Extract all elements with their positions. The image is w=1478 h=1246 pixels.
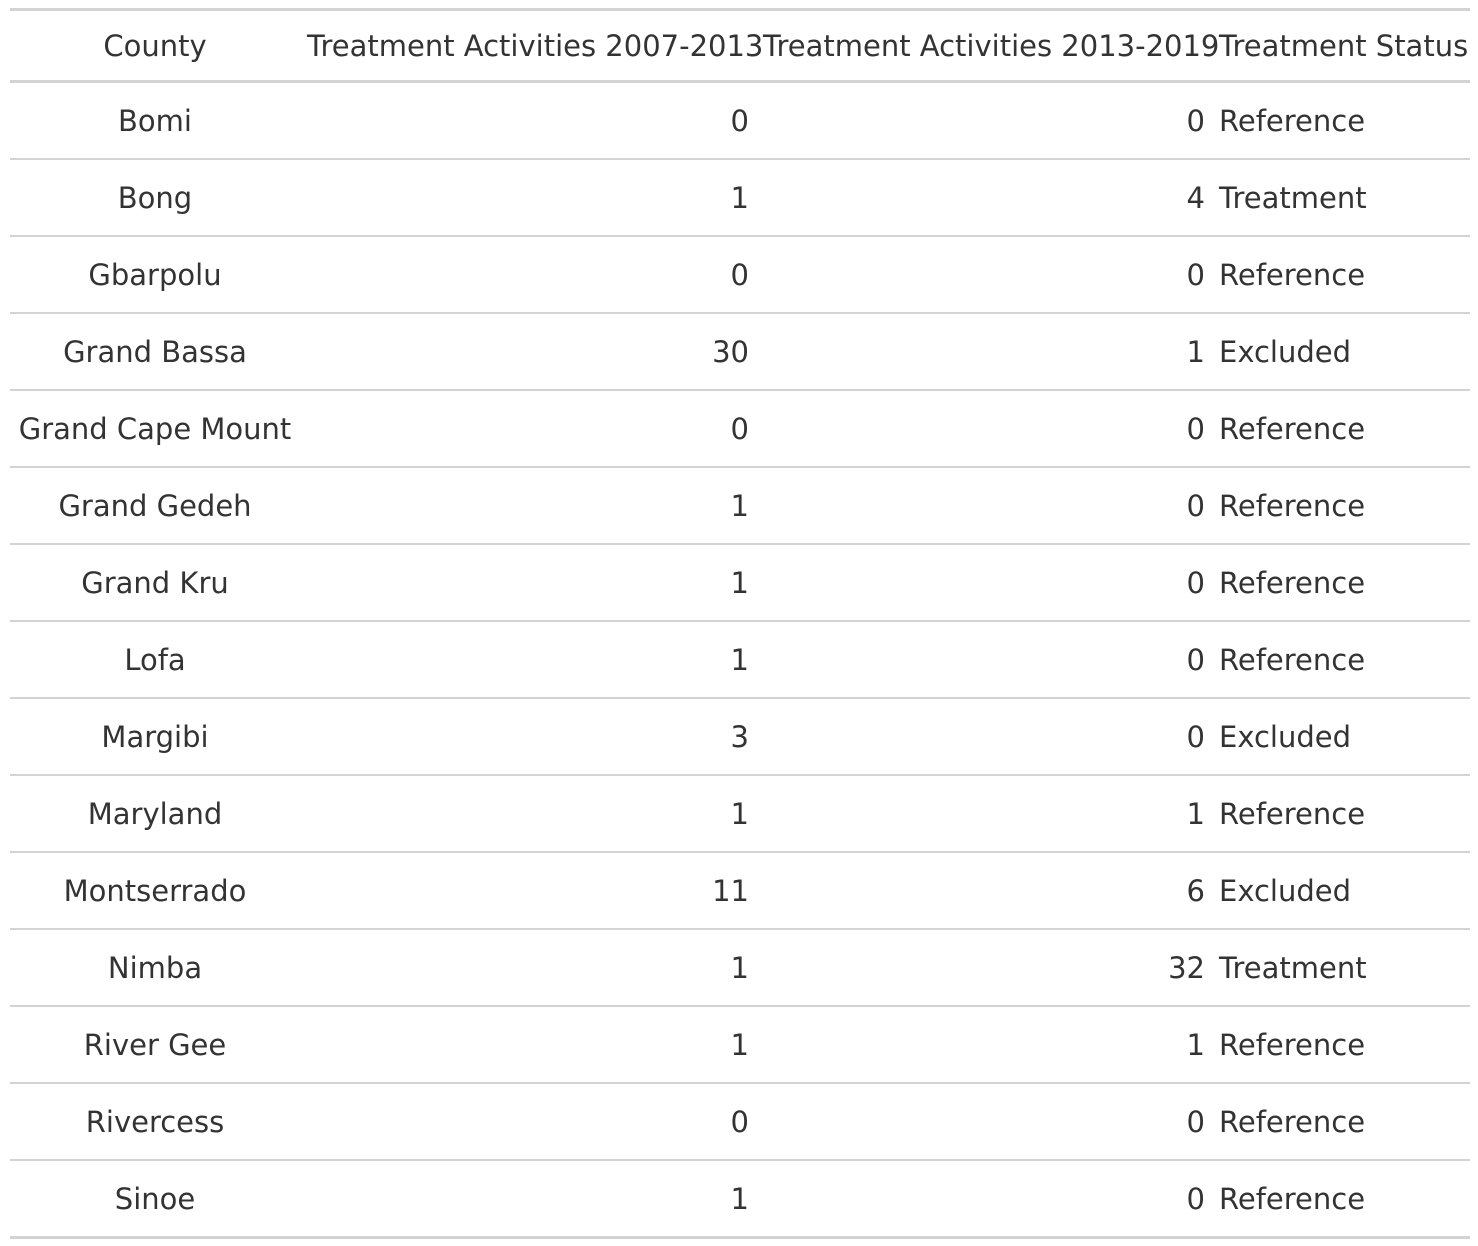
table-row: Maryland 1 1 Reference [10, 775, 1470, 853]
cell-treatment-status: Reference [1212, 621, 1470, 699]
table-row: Margibi 3 0 Excluded [10, 698, 1470, 776]
cell-activities-2013-2019: 0 [756, 698, 1212, 776]
cell-activities-2007-2013: 1 [300, 621, 756, 699]
cell-treatment-status: Excluded [1212, 313, 1470, 391]
cell-activities-2013-2019: 0 [756, 390, 1212, 468]
column-header-activities-2013-2019: Treatment Activities 2013-2019 [756, 9, 1219, 83]
cell-activities-2007-2013: 1 [300, 1006, 756, 1084]
county-treatment-table: County Treatment Activities 2007-2013 Tr… [10, 8, 1470, 1239]
column-header-county: County [10, 9, 300, 83]
cell-treatment-status: Reference [1212, 390, 1470, 468]
cell-treatment-status: Treatment [1212, 929, 1470, 1007]
table-row: Bomi 0 0 Reference [10, 81, 1470, 160]
cell-activities-2007-2013: 3 [300, 698, 756, 776]
cell-county: Maryland [10, 775, 300, 853]
cell-activities-2007-2013: 11 [300, 852, 756, 930]
cell-activities-2013-2019: 1 [756, 313, 1212, 391]
cell-treatment-status: Treatment [1212, 159, 1470, 237]
table-row: Nimba 1 32 Treatment [10, 929, 1470, 1007]
cell-activities-2007-2013: 1 [730, 1181, 749, 1216]
cell-county: Grand Gedeh [10, 467, 300, 545]
table-row: Rivercess 0 0 Reference [10, 1083, 1470, 1161]
cell-treatment-status: Reference [1212, 1006, 1470, 1084]
cell-county: Nimba [10, 929, 300, 1007]
table-row: Grand Kru 1 0 Reference [10, 544, 1470, 622]
cell-treatment-status: Reference [1212, 236, 1470, 314]
cell-activities-2013-2019: 0 [756, 467, 1212, 545]
cell-activities-2013-2019: 6 [756, 852, 1212, 930]
cell-county: River Gee [10, 1006, 300, 1084]
cell-activities-2013-2019: 0 [756, 621, 1212, 699]
column-header-activities-2007-2013: Treatment Activities 2007-2013 [300, 9, 763, 83]
table-row: Grand Gedeh 1 0 Reference [10, 467, 1470, 545]
cell-treatment-status: Excluded [1212, 698, 1470, 776]
cell-county: Margibi [10, 698, 300, 776]
cell-activities-2013-2019: 32 [756, 929, 1212, 1007]
table-body: Bomi 0 0 Reference Bong 1 4 Treatment Gb… [10, 81, 1470, 1238]
cell-county: Grand Cape Mount [10, 390, 300, 468]
cell-treatment-status: Reference [1212, 544, 1470, 622]
cell-activities-2007-2013: 0 [300, 1083, 756, 1161]
cell-activities-2013-2019: 1 [756, 775, 1212, 853]
cell-treatment-status: Reference [1212, 1083, 1470, 1161]
table-row: Sinoe 1 0 Reference [10, 1160, 1470, 1238]
table-row: Gbarpolu 0 0 Reference [10, 236, 1470, 314]
cell-activities-2007-2013: 1 [300, 159, 756, 237]
cell-treatment-status: Reference [1212, 467, 1470, 545]
cell-activities-2007-2013: 0 [300, 81, 756, 160]
cell-activities-2007-2013: 0 [300, 236, 756, 314]
cell-treatment-status: Excluded [1212, 852, 1470, 930]
cell-county: Montserrado [10, 852, 300, 930]
table-row: Montserrado 11 6 Excluded [10, 852, 1470, 930]
cell-activities-2007-2013: 0 [300, 390, 756, 468]
cell-activities-2013-2019: 0 [756, 236, 1212, 314]
table-row: Grand Cape Mount 0 0 Reference [10, 390, 1470, 468]
cell-activities-2007-2013: 1 [300, 775, 756, 853]
cell-treatment-status: Reference [1219, 1181, 1366, 1216]
table-row: River Gee 1 1 Reference [10, 1006, 1470, 1084]
cell-activities-2013-2019: 0 [1186, 1181, 1205, 1216]
cell-activities-2007-2013: 1 [300, 467, 756, 545]
cell-county: Gbarpolu [10, 236, 300, 314]
table-row: Bong 1 4 Treatment [10, 159, 1470, 237]
table-row: Grand Bassa 30 1 Excluded [10, 313, 1470, 391]
cell-activities-2007-2013: 1 [300, 544, 756, 622]
cell-activities-2007-2013: 1 [300, 929, 756, 1007]
cell-county: Grand Bassa [10, 313, 300, 391]
cell-activities-2013-2019: 0 [756, 1083, 1212, 1161]
cell-activities-2007-2013: 30 [300, 313, 756, 391]
cell-county: Bong [10, 159, 300, 237]
cell-county: Grand Kru [10, 544, 300, 622]
header-row: County Treatment Activities 2007-2013 Tr… [10, 9, 1470, 83]
cell-treatment-status: Reference [1212, 775, 1470, 853]
data-table-container: County Treatment Activities 2007-2013 Tr… [10, 8, 1470, 1239]
cell-county: Lofa [10, 621, 300, 699]
cell-activities-2013-2019: 0 [756, 544, 1212, 622]
cell-activities-2013-2019: 0 [756, 81, 1212, 160]
table-row: Lofa 1 0 Reference [10, 621, 1470, 699]
cell-treatment-status: Reference [1212, 81, 1470, 160]
cell-county: Rivercess [10, 1083, 300, 1161]
cell-activities-2013-2019: 4 [756, 159, 1212, 237]
column-header-treatment-status: Treatment Status [1212, 9, 1470, 83]
cell-activities-2013-2019: 1 [756, 1006, 1212, 1084]
cell-county: Bomi [10, 81, 300, 160]
cell-county: Sinoe [114, 1181, 196, 1216]
